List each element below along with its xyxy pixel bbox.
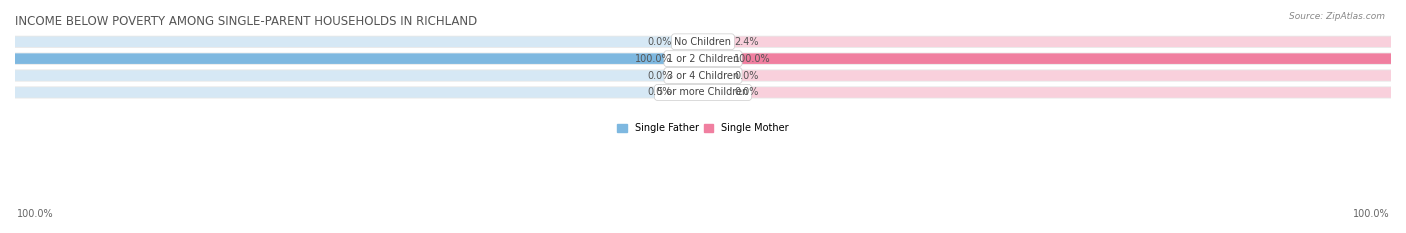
Text: Source: ZipAtlas.com: Source: ZipAtlas.com	[1289, 12, 1385, 21]
Text: 0.0%: 0.0%	[734, 87, 758, 97]
FancyBboxPatch shape	[15, 53, 703, 65]
FancyBboxPatch shape	[703, 53, 1391, 65]
FancyBboxPatch shape	[703, 86, 1391, 99]
Text: No Children: No Children	[675, 37, 731, 47]
FancyBboxPatch shape	[15, 70, 703, 81]
Text: 0.0%: 0.0%	[648, 87, 672, 97]
Text: 2.4%: 2.4%	[734, 37, 758, 47]
FancyBboxPatch shape	[703, 87, 1391, 98]
FancyBboxPatch shape	[15, 36, 703, 48]
FancyBboxPatch shape	[703, 70, 1391, 81]
Text: 0.0%: 0.0%	[734, 71, 758, 81]
FancyBboxPatch shape	[15, 53, 703, 64]
FancyBboxPatch shape	[703, 53, 1391, 64]
Text: 0.0%: 0.0%	[648, 37, 672, 47]
Text: 100.0%: 100.0%	[734, 54, 770, 64]
FancyBboxPatch shape	[15, 87, 703, 98]
FancyBboxPatch shape	[703, 37, 720, 47]
Text: 100.0%: 100.0%	[636, 54, 672, 64]
Text: 3 or 4 Children: 3 or 4 Children	[666, 71, 740, 81]
Text: 1 or 2 Children: 1 or 2 Children	[666, 54, 740, 64]
FancyBboxPatch shape	[703, 53, 1391, 64]
FancyBboxPatch shape	[15, 69, 703, 82]
Text: 100.0%: 100.0%	[17, 209, 53, 219]
Text: 5 or more Children: 5 or more Children	[658, 87, 748, 97]
Text: INCOME BELOW POVERTY AMONG SINGLE-PARENT HOUSEHOLDS IN RICHLAND: INCOME BELOW POVERTY AMONG SINGLE-PARENT…	[15, 15, 477, 28]
FancyBboxPatch shape	[15, 37, 703, 47]
Text: 100.0%: 100.0%	[1353, 209, 1389, 219]
FancyBboxPatch shape	[703, 37, 1391, 47]
Text: 0.0%: 0.0%	[648, 71, 672, 81]
FancyBboxPatch shape	[15, 53, 703, 64]
FancyBboxPatch shape	[703, 36, 1391, 48]
FancyBboxPatch shape	[15, 86, 703, 99]
FancyBboxPatch shape	[703, 69, 1391, 82]
Legend: Single Father, Single Mother: Single Father, Single Mother	[617, 123, 789, 133]
